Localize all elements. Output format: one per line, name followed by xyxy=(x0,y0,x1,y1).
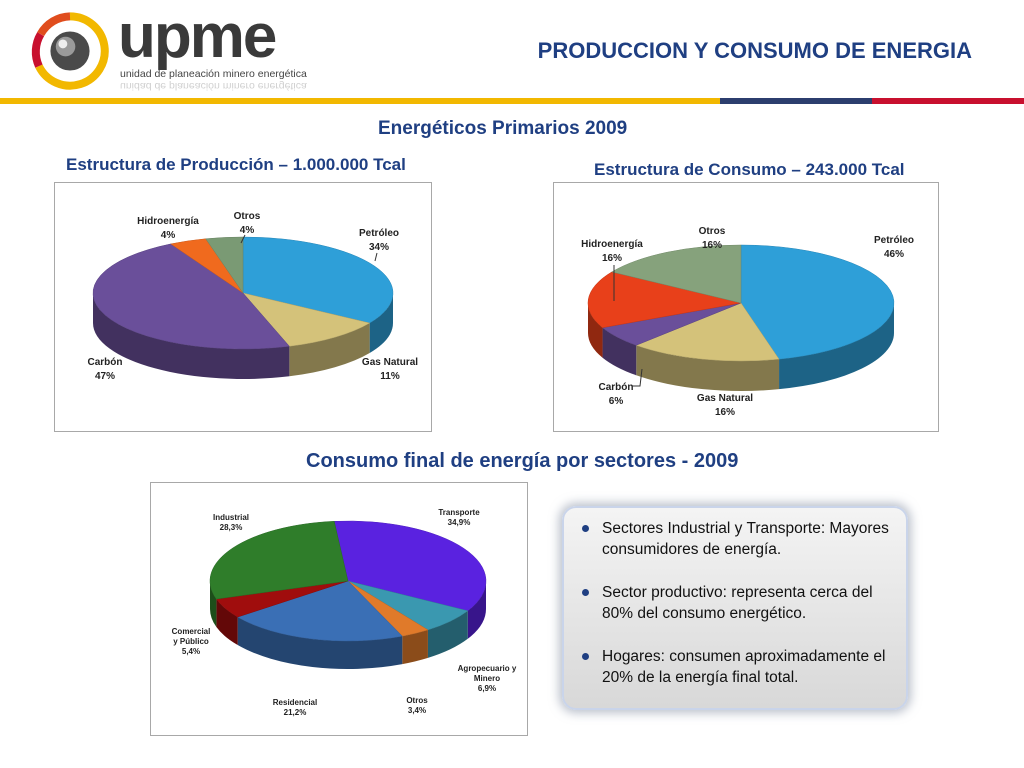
pie-slices xyxy=(587,244,895,391)
note-text: Sectores Industrial y Transporte: Mayore… xyxy=(602,520,889,558)
value-petroleo: 46% xyxy=(884,249,904,260)
pie-wall-carb-n xyxy=(602,327,637,376)
label-otros: Otros xyxy=(234,211,261,222)
note-text: Sector productivo: representa cerca del … xyxy=(602,584,873,622)
sectors-pie-chart: Industrial 28,3% Transporte 34,9% Comerc… xyxy=(172,508,517,717)
note-item: Sectores Industrial y Transporte: Mayore… xyxy=(582,518,892,560)
note-item: Hogares: consumen aproximadamente el 20%… xyxy=(582,646,892,688)
consumption-chart-frame: Hidroenergía 16% Otros 16% Petróleo 46% … xyxy=(553,182,939,432)
production-chart-frame: Hidroenergía 4% Otros 4% Petróleo 34% Ga… xyxy=(54,182,432,432)
production-pie-chart: Hidroenergía 4% Otros 4% Petróleo 34% Ga… xyxy=(88,211,419,382)
bullet-icon xyxy=(582,525,589,532)
pie-slice-transporte xyxy=(333,520,487,612)
pie-slice-petr-leo xyxy=(740,244,895,360)
sectors-chart-frame: Industrial 28,3% Transporte 34,9% Comerc… xyxy=(150,482,528,736)
pie-slice-residencial xyxy=(237,580,403,642)
pie-wall-otros xyxy=(402,629,428,665)
pie-slice-carb-n xyxy=(92,243,290,350)
logo-tagline: unidad de planeación minero energética xyxy=(120,68,307,80)
value-comercial: 5,4% xyxy=(182,647,200,656)
value-hidroenergia: 16% xyxy=(602,253,622,264)
notes-list: Sectores Industrial y Transporte: Mayore… xyxy=(564,508,906,688)
consumption-subtitle: Estructura de Consumo – 243.000 Tcal xyxy=(594,160,905,179)
value-carbon: 6% xyxy=(609,396,624,407)
bullet-icon xyxy=(582,589,589,596)
pie-wall-carb-n xyxy=(93,293,290,379)
label-agropecuario: Agropecuario y xyxy=(458,664,517,673)
section1-title: Energéticos Primarios 2009 xyxy=(378,118,628,139)
label-agropecuario-2: Minero xyxy=(474,674,500,683)
label-comercial-2: y Público xyxy=(173,637,209,646)
value-otros: 16% xyxy=(702,240,722,251)
header-band-yellow xyxy=(0,98,720,104)
label-petroleo: Petróleo xyxy=(359,228,399,239)
pie-slice-hidroenerg-a xyxy=(587,271,742,328)
value-residencial: 21,2% xyxy=(284,708,307,717)
page-title: PRODUCCION Y CONSUMO DE ENERGIA xyxy=(537,38,972,63)
pie-slice-gas-natural xyxy=(242,292,371,347)
pie-wall-comercial-y-p-blico xyxy=(216,599,238,646)
label-carbon: Carbón xyxy=(88,357,123,368)
pie-wall-gas-natural xyxy=(636,345,780,391)
label-hidroenergia: Hidroenergía xyxy=(137,216,199,227)
label-petroleo: Petróleo xyxy=(874,235,914,246)
pie-slice-otros xyxy=(205,236,244,294)
header-band-navy xyxy=(720,98,872,104)
leader-carbon xyxy=(632,368,643,387)
value-carbon: 47% xyxy=(95,371,115,382)
pie-wall-transporte xyxy=(467,581,486,639)
consumption-pie-chart: Hidroenergía 16% Otros 16% Petróleo 46% … xyxy=(581,226,914,418)
value-hidroenergia: 4% xyxy=(161,230,176,241)
pie-slices xyxy=(209,520,487,669)
pie-slice-otros xyxy=(611,244,742,304)
value-gas-natural: 16% xyxy=(715,407,735,418)
pie-slice-industrial xyxy=(209,521,349,600)
value-gas-natural: 11% xyxy=(380,371,400,382)
label-carbon: Carbón xyxy=(599,382,634,393)
pie-wall-gas-natural xyxy=(289,323,370,377)
pie-wall-industrial xyxy=(210,581,217,628)
value-agropecuario: 6,9% xyxy=(478,684,496,693)
note-item: Sector productivo: representa cerca del … xyxy=(582,582,892,624)
label-comercial: Comercial xyxy=(172,627,211,636)
label-transporte: Transporte xyxy=(438,508,480,517)
value-transporte: 34,9% xyxy=(448,518,471,527)
value-otros: 3,4% xyxy=(408,706,426,715)
section2-title: Consumo final de energía por sectores - … xyxy=(306,450,739,472)
pie-slices xyxy=(92,236,394,379)
pie-wall-petr-leo xyxy=(779,303,894,390)
label-industrial: Industrial xyxy=(213,513,249,522)
logo-tagline-reflection: unidad de planeación minero energética xyxy=(120,80,307,92)
leader-petroleo xyxy=(374,252,378,262)
pie-wall-hidroenerg-a xyxy=(588,303,603,358)
label-gas-natural: Gas Natural xyxy=(362,357,418,368)
label-gas-natural: Gas Natural xyxy=(697,393,753,404)
pie-slice-petr-leo xyxy=(242,236,394,324)
pie-wall-agropecuario-y-minero xyxy=(427,610,468,658)
upme-logo xyxy=(31,12,109,90)
bullet-icon xyxy=(582,653,589,660)
note-text: Hogares: consumen aproximadamente el 20%… xyxy=(602,648,886,686)
header-band-red xyxy=(872,98,1024,104)
label-otros: Otros xyxy=(699,226,726,237)
leader-otros xyxy=(240,234,246,244)
production-subtitle: Estructura de Producción – 1.000.000 Tca… xyxy=(66,155,406,174)
label-hidroenergia: Hidroenergía xyxy=(581,239,643,250)
label-residencial: Residencial xyxy=(273,698,317,707)
pie-wall-residencial xyxy=(237,617,403,669)
value-industrial: 28,3% xyxy=(220,523,243,532)
value-otros: 4% xyxy=(240,225,255,236)
pie-wall-petr-leo xyxy=(369,293,393,354)
label-otros: Otros xyxy=(406,696,428,705)
notes-panel: Sectores Industrial y Transporte: Mayore… xyxy=(562,506,908,710)
logo-wordmark: upme xyxy=(118,2,277,71)
value-petroleo: 34% xyxy=(369,242,389,253)
pie-slice-gas-natural xyxy=(635,302,780,362)
